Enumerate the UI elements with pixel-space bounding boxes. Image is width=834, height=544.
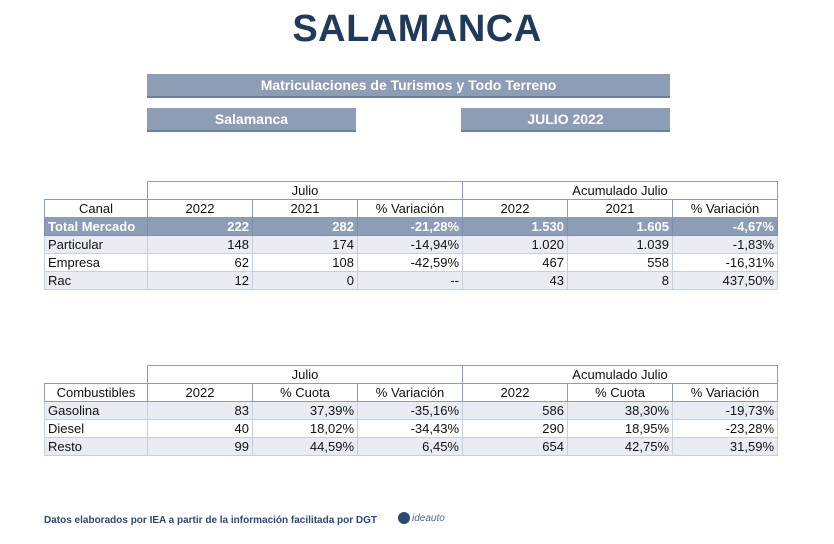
- table-cell: -23,28%: [672, 419, 778, 438]
- table-cell: 44,59%: [252, 437, 358, 456]
- group-month: Julio: [147, 365, 463, 384]
- table-cell: -1,83%: [672, 235, 778, 254]
- table-cell: 174: [252, 235, 358, 254]
- table-cell: 558: [567, 253, 673, 272]
- row-label: Resto: [44, 437, 148, 456]
- column-header: % Variación: [672, 383, 778, 402]
- row-label: Gasolina: [44, 401, 148, 420]
- table-row: Particular 148 174 -14,94% 1.020 1.039 -…: [44, 235, 778, 254]
- table-row: Resto 99 44,59% 6,45% 654 42,75% 31,59%: [44, 437, 778, 456]
- table-cell: -16,31%: [672, 253, 778, 272]
- table-cell: 0: [252, 271, 358, 290]
- table-cell: 6,45%: [357, 437, 463, 456]
- table-cell: 38,30%: [567, 401, 673, 420]
- table-cell: 654: [462, 437, 568, 456]
- table-cell: -34,43%: [357, 419, 463, 438]
- page-title: SALAMANCA: [292, 8, 542, 50]
- logo-text: ideauto: [412, 512, 445, 524]
- table-cell: 8: [567, 271, 673, 290]
- province-bar: Salamanca: [147, 108, 356, 132]
- table-cell: 83: [147, 401, 253, 420]
- ideauto-logo: ideauto: [398, 512, 445, 524]
- column-header: 2021: [567, 199, 673, 218]
- group-header-row: Julio Acumulado Julio: [45, 181, 778, 200]
- table-cell: 12: [147, 271, 253, 290]
- table-cell: 43: [462, 271, 568, 290]
- table-cell: 42,75%: [567, 437, 673, 456]
- table-cell: 467: [462, 253, 568, 272]
- table-cell: 40: [147, 419, 253, 438]
- column-header-row: Combustibles 2022 % Cuota % Variación 20…: [44, 383, 778, 402]
- table-cell: 37,39%: [252, 401, 358, 420]
- table-cell: -4,67%: [672, 217, 778, 236]
- row-label: Particular: [44, 235, 148, 254]
- table-cell: -42,59%: [357, 253, 463, 272]
- column-header: 2022: [147, 199, 253, 218]
- table-cell: 148: [147, 235, 253, 254]
- row-label: Rac: [44, 271, 148, 290]
- column-header-row: Canal 2022 2021 % Variación 2022 2021 % …: [44, 199, 778, 218]
- table-cell: 31,59%: [672, 437, 778, 456]
- column-header: % Cuota: [567, 383, 673, 402]
- table-cell: 62: [147, 253, 253, 272]
- group-cumulative: Acumulado Julio: [462, 365, 778, 384]
- row-label: Total Mercado: [44, 217, 148, 236]
- table-cell: 1.605: [567, 217, 673, 236]
- column-header: Canal: [44, 199, 148, 218]
- table-cell: --: [357, 271, 463, 290]
- table-row-total: Total Mercado 222 282 -21,28% 1.530 1.60…: [44, 217, 778, 236]
- column-header: % Variación: [357, 383, 463, 402]
- canal-table: Julio Acumulado Julio Canal 2022 2021 % …: [44, 181, 778, 290]
- table-row: Gasolina 83 37,39% -35,16% 586 38,30% -1…: [44, 401, 778, 420]
- table-cell: 290: [462, 419, 568, 438]
- period-bar: JULIO 2022: [461, 108, 670, 132]
- table-cell: 99: [147, 437, 253, 456]
- table-cell: 222: [147, 217, 253, 236]
- table-cell: -21,28%: [357, 217, 463, 236]
- group-cumulative: Acumulado Julio: [462, 181, 778, 200]
- table-cell: 18,02%: [252, 419, 358, 438]
- table-cell: -19,73%: [672, 401, 778, 420]
- column-header: 2022: [462, 383, 568, 402]
- table-cell: 282: [252, 217, 358, 236]
- table-cell: 1.020: [462, 235, 568, 254]
- group-month: Julio: [147, 181, 463, 200]
- column-header: % Cuota: [252, 383, 358, 402]
- column-header: Combustibles: [44, 383, 148, 402]
- table-cell: 18,95%: [567, 419, 673, 438]
- report-title-bar: Matriculaciones de Turismos y Todo Terre…: [147, 74, 670, 98]
- table-cell: 586: [462, 401, 568, 420]
- group-header-row: Julio Acumulado Julio: [45, 365, 778, 384]
- column-header: % Variación: [357, 199, 463, 218]
- column-header: 2021: [252, 199, 358, 218]
- row-label: Diesel: [44, 419, 148, 438]
- table-cell: 1.039: [567, 235, 673, 254]
- column-header: 2022: [462, 199, 568, 218]
- table-row: Diesel 40 18,02% -34,43% 290 18,95% -23,…: [44, 419, 778, 438]
- row-label: Empresa: [44, 253, 148, 272]
- table-cell: 437,50%: [672, 271, 778, 290]
- column-header: % Variación: [672, 199, 778, 218]
- column-header: 2022: [147, 383, 253, 402]
- table-row: Empresa 62 108 -42,59% 467 558 -16,31%: [44, 253, 778, 272]
- source-note: Datos elaborados por IEA a partir de la …: [44, 515, 378, 526]
- table-cell: -35,16%: [357, 401, 463, 420]
- blank-cell: [45, 182, 148, 200]
- logo-mark-icon: [398, 512, 410, 524]
- fuel-table: Julio Acumulado Julio Combustibles 2022 …: [44, 365, 778, 456]
- table-cell: 108: [252, 253, 358, 272]
- table-row: Rac 12 0 -- 43 8 437,50%: [44, 271, 778, 290]
- table-cell: 1.530: [462, 217, 568, 236]
- table-cell: -14,94%: [357, 235, 463, 254]
- blank-cell: [45, 366, 148, 384]
